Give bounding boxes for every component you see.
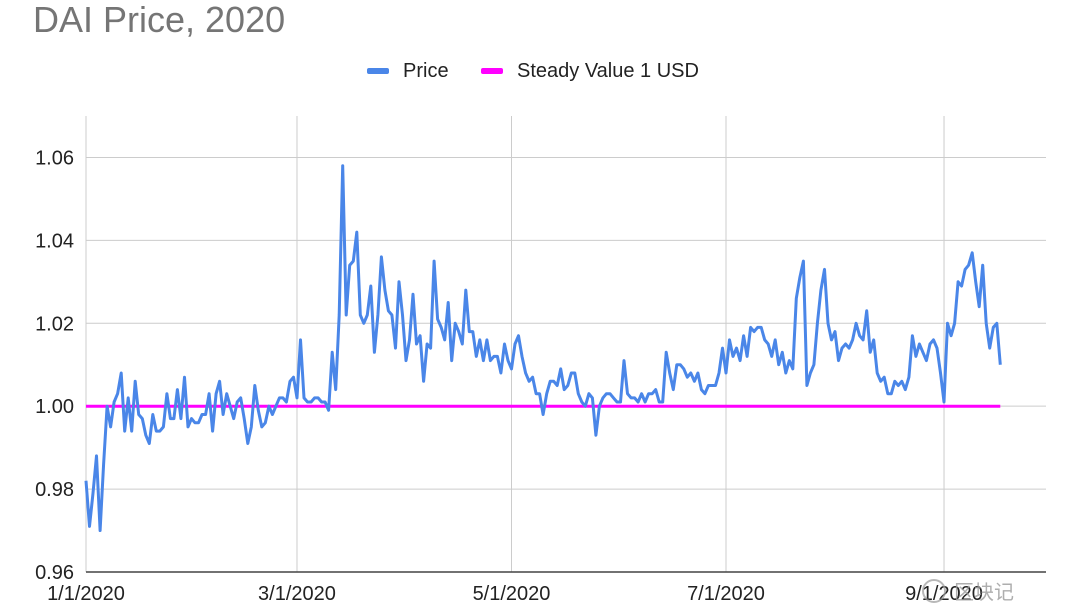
x-tick-label: 1/1/2020 <box>47 583 125 605</box>
legend-item-steady-value: Steady Value 1 USD <box>481 58 699 84</box>
legend-swatch-steady-value <box>481 68 503 74</box>
wechat-icon <box>922 578 946 603</box>
watermark-text: 区块记 <box>954 582 1014 604</box>
y-tick-label: 0.98 <box>35 479 74 501</box>
legend: Price Steady Value 1 USD <box>0 58 1080 84</box>
y-tick-label: 1.02 <box>35 313 74 335</box>
x-tick-label: 5/1/2020 <box>473 583 551 605</box>
legend-label-price: Price <box>403 59 449 82</box>
watermark: 区块记 <box>922 576 1014 605</box>
y-tick-label: 1.06 <box>35 147 74 169</box>
x-tick-label: 3/1/2020 <box>258 583 336 605</box>
x-tick-label: 7/1/2020 <box>687 583 765 605</box>
chart-title: DAI Price, 2020 <box>33 0 286 40</box>
y-tick-label: 1.04 <box>35 230 74 252</box>
y-tick-label: 1.00 <box>35 396 74 418</box>
y-tick-label: 0.96 <box>35 562 74 584</box>
legend-label-steady-value: Steady Value 1 USD <box>517 59 699 82</box>
legend-item-price: Price <box>367 58 449 84</box>
series-line-price <box>84 164 1002 532</box>
legend-swatch-price <box>367 68 389 74</box>
